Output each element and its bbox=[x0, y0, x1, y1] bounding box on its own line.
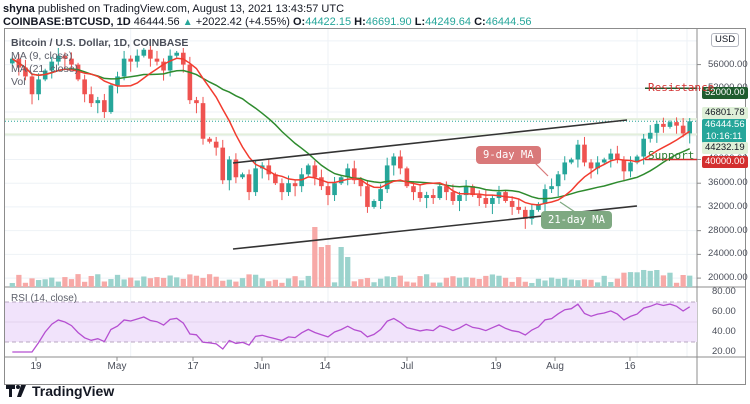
time-tick: 14 bbox=[319, 361, 331, 372]
symbol: COINBASE:BTCUSD, 1D bbox=[3, 16, 131, 28]
time-tick: 19 bbox=[30, 361, 42, 372]
rsi-tick: 80.00 bbox=[712, 286, 736, 297]
chart-legend: Bitcoin / U.S. Dollar, 1D, COINBASE MA (… bbox=[11, 37, 188, 89]
support-price-label: 40000.00 bbox=[702, 156, 748, 168]
legend-title: Bitcoin / U.S. Dollar, 1D, COINBASE bbox=[11, 37, 189, 49]
high-label: H: bbox=[354, 16, 366, 28]
price-tick: 56000.00 bbox=[708, 58, 748, 70]
legend-ma9[interactable]: MA (9, close) bbox=[11, 50, 73, 62]
time-tick: 19 bbox=[490, 361, 502, 372]
price-tick: 32000.00 bbox=[708, 200, 748, 212]
resistance-annotation[interactable]: Resistance bbox=[648, 81, 715, 94]
open-value: 44422.15 bbox=[305, 16, 352, 28]
tradingview-logo-icon bbox=[6, 385, 26, 397]
header-line-2: COINBASE:BTCUSD, 1D 46444.56 ▲ +2022.42 … bbox=[3, 16, 532, 28]
ma21-callout[interactable]: 21-day MA bbox=[541, 211, 612, 229]
brand-name: TradingView bbox=[32, 383, 115, 399]
rsi-tick: 20.00 bbox=[712, 346, 736, 357]
open-label: O: bbox=[292, 16, 306, 28]
level-low-price-label: 44232.19 bbox=[702, 142, 748, 154]
time-tick: Jul bbox=[400, 361, 414, 372]
time-tick: Jun bbox=[253, 361, 271, 372]
price-tick: 20000.00 bbox=[708, 272, 748, 284]
up-arrow-icon: ▲ bbox=[182, 17, 193, 28]
close-label: C: bbox=[474, 16, 486, 28]
current-price-label: 46444.56 10:16:11 bbox=[702, 119, 746, 143]
currency-button[interactable]: USD bbox=[711, 33, 740, 47]
price-tick: 36000.00 bbox=[708, 177, 748, 189]
author: shyna bbox=[3, 3, 35, 15]
rsi-tick: 60.00 bbox=[712, 306, 736, 317]
close-value: 46444.56 bbox=[485, 16, 532, 28]
tradingview-logo[interactable]: TradingView bbox=[6, 383, 114, 399]
level-high-price-label: 46801.78 bbox=[702, 107, 748, 119]
high-value: 46691.90 bbox=[365, 16, 412, 28]
chart-frame bbox=[4, 28, 746, 385]
time-tick: 16 bbox=[624, 361, 636, 372]
current-price: 46444.56 bbox=[705, 119, 745, 130]
bar-countdown: 10:16:11 bbox=[705, 131, 743, 142]
support-annotation[interactable]: Support bbox=[648, 149, 695, 162]
price-change: +2022.42 (+4.55%) bbox=[195, 16, 290, 28]
legend-ma21[interactable]: MA (21, close) bbox=[11, 63, 79, 75]
low-label: L: bbox=[414, 16, 426, 28]
time-tick: May bbox=[107, 361, 127, 372]
time-tick: 17 bbox=[187, 361, 199, 372]
published-text: published on TradingView.com, August 13,… bbox=[37, 3, 345, 15]
price-tick: 24000.00 bbox=[708, 248, 748, 260]
legend-vol[interactable]: Vol bbox=[11, 76, 26, 88]
resistance-price-label: 52000.00 bbox=[702, 87, 748, 99]
time-tick: Aug bbox=[546, 361, 564, 372]
ma9-callout[interactable]: 9-day MA bbox=[476, 146, 541, 164]
last-price: 46444.56 bbox=[133, 16, 180, 28]
rsi-legend[interactable]: RSI (14, close) bbox=[11, 293, 78, 304]
header-line-1: shyna published on TradingView.com, Augu… bbox=[3, 3, 344, 15]
rsi-tick: 40.00 bbox=[712, 326, 736, 337]
low-value: 44249.64 bbox=[425, 16, 471, 28]
price-tick: 28000.00 bbox=[708, 224, 748, 236]
